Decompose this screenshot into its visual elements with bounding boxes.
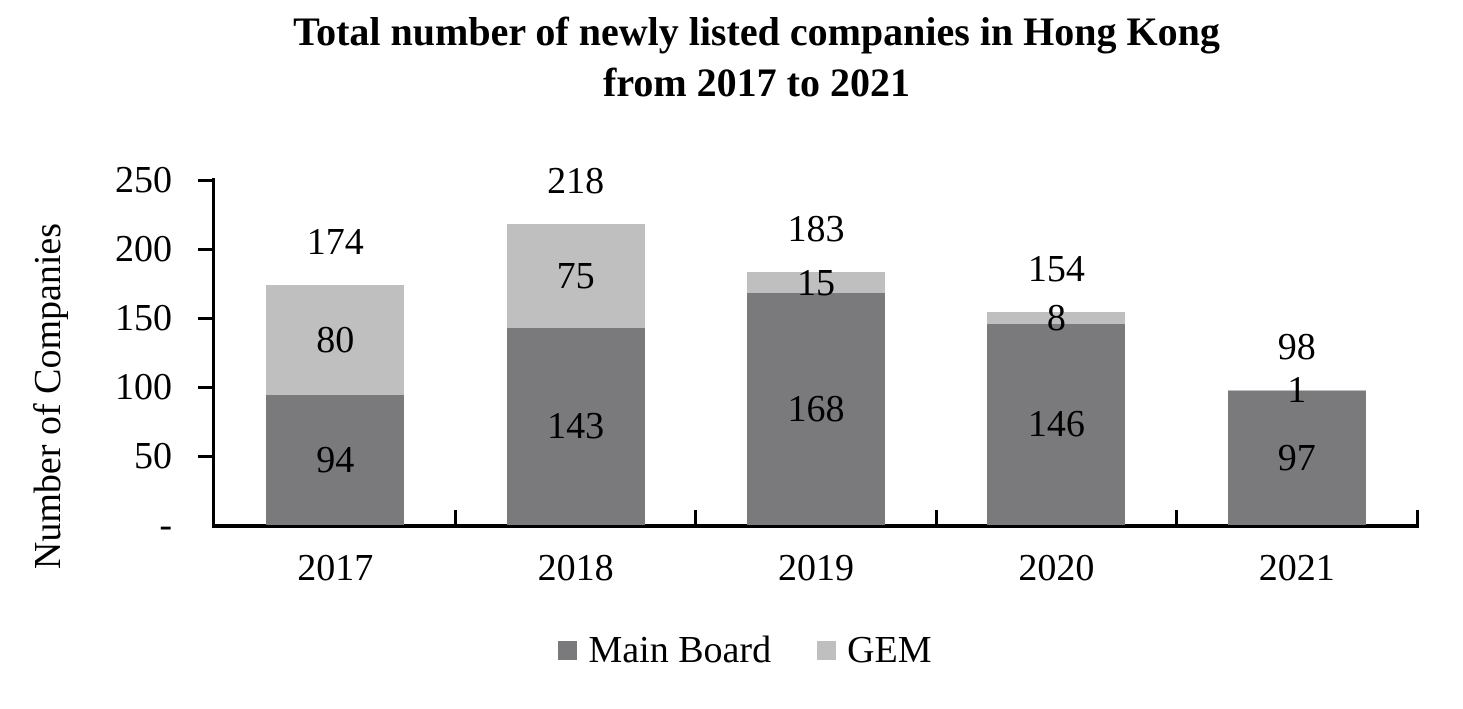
bar-segment-main-board: [1227, 391, 1366, 525]
bar-total-label: 174: [306, 220, 364, 263]
y-axis-tick: [198, 385, 212, 389]
x-axis-tick: [1415, 510, 1419, 524]
bar-total-label: 154: [1027, 248, 1085, 291]
x-axis-tick: [934, 510, 938, 524]
bar-segment-value-label: 8: [1046, 297, 1066, 339]
bar-total-label: 183: [787, 208, 845, 251]
bar-segment-value-label: 143: [547, 405, 605, 448]
bar-total-label: 218: [547, 160, 605, 203]
chart-legend: Main Board GEM: [0, 630, 1463, 670]
y-axis-tick-label: 150: [115, 297, 172, 339]
legend-item-gem: GEM: [817, 629, 932, 671]
legend-label: Main Board: [588, 629, 772, 671]
chart-title-line1: Total number of newly listed companies i…: [293, 9, 1220, 54]
bar-segment-gem: [266, 284, 405, 396]
x-axis-line: [212, 524, 1419, 528]
bar-segment-main-board: [266, 395, 405, 525]
bar-segment-value-label: 15: [797, 261, 835, 304]
y-axis-tick-label: 50: [134, 435, 172, 477]
legend-swatch-icon: [558, 640, 578, 660]
legend-label: GEM: [847, 629, 932, 671]
x-axis-category-label: 2017: [297, 547, 374, 589]
bar-segment-value-label: 146: [1027, 403, 1085, 446]
bar-segment-gem: [1227, 389, 1366, 392]
bar-segment-value-label: 75: [556, 254, 595, 297]
bar-segment-value-label: 168: [787, 388, 845, 431]
bar-segment-main-board: [506, 327, 645, 525]
y-axis-tick-label: 100: [115, 366, 172, 408]
bar-segment-gem: [987, 312, 1126, 324]
y-axis-line: [212, 178, 215, 528]
bar-segment-value-label: 97: [1277, 437, 1316, 480]
bar-total-label: 98: [1277, 325, 1316, 368]
x-axis-category-label: 2019: [777, 547, 854, 589]
y-axis-tick: [198, 316, 212, 320]
bar-segment-value-label: 94: [316, 439, 355, 482]
bar-segment-gem: [747, 272, 885, 294]
bar-segment-main-board: [747, 293, 885, 525]
x-axis-tick: [694, 510, 698, 524]
x-axis-tick: [1175, 510, 1179, 524]
chart-title-line2: from 2017 to 2021: [603, 60, 910, 105]
y-axis-tick-label: -: [159, 504, 172, 546]
legend-item-main-board: Main Board: [558, 630, 771, 670]
y-axis-tick: [198, 247, 212, 251]
y-axis-tick: [198, 178, 212, 182]
bar-segment-value-label: 80: [316, 319, 355, 362]
y-axis-tick: [198, 454, 212, 458]
x-axis-category-label: 2020: [1018, 547, 1095, 589]
legend-swatch-icon: [817, 640, 837, 660]
bar-segment-main-board: [987, 323, 1126, 525]
y-axis-tick-label: 250: [115, 159, 172, 201]
x-axis-category-label: 2021: [1258, 547, 1335, 589]
y-axis-tick-label: 200: [115, 228, 172, 270]
x-axis-tick: [453, 510, 457, 524]
bar-segment-gem: [506, 224, 645, 328]
chart-title: Total number of newly listed companies i…: [50, 6, 1463, 108]
bar-segment-value-label: 1: [1287, 369, 1307, 412]
x-axis-category-label: 2018: [537, 547, 614, 589]
